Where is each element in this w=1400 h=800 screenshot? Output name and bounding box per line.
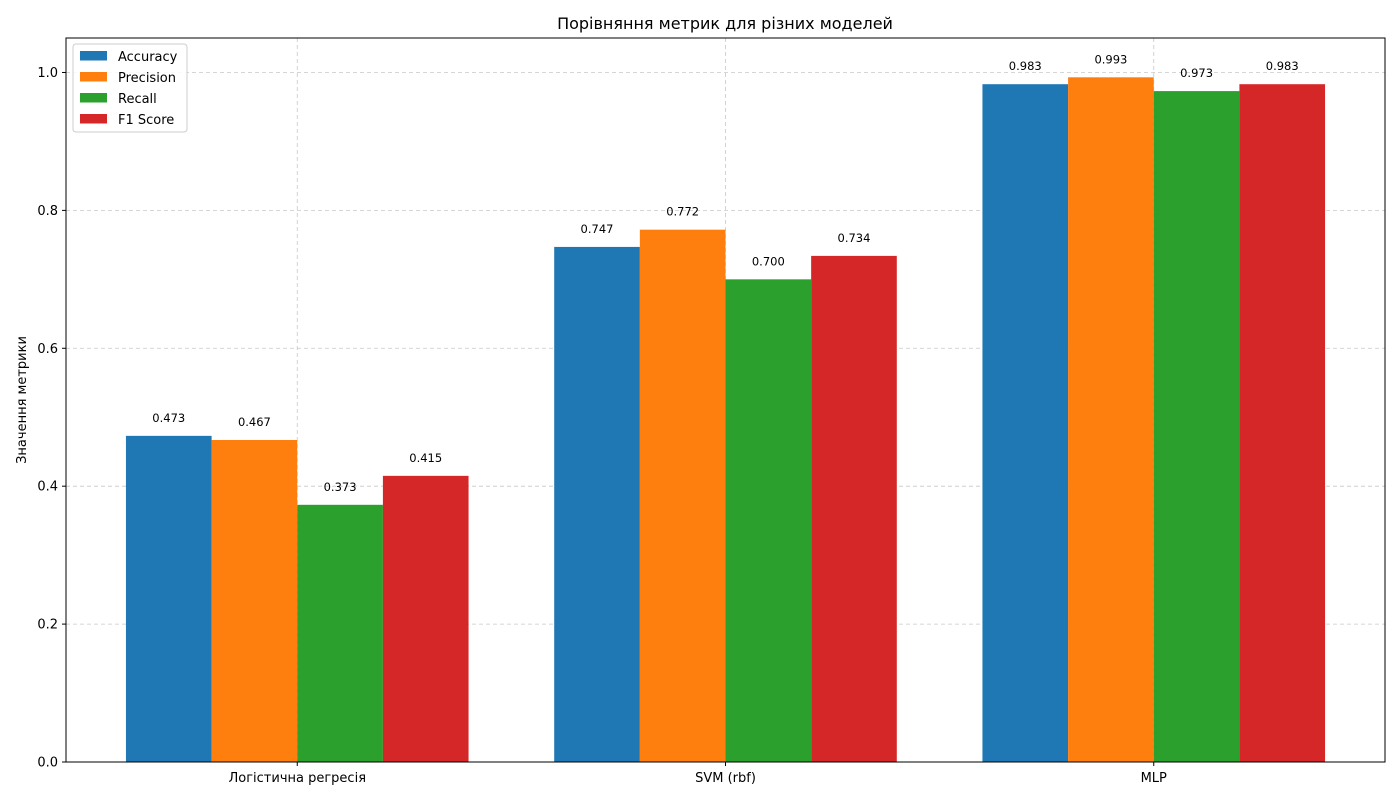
bar-value-label: 0.993 — [1094, 52, 1127, 66]
legend-swatch — [80, 114, 107, 124]
x-axis-ticks: Логістична регресія SVM (rbf) MLP — [228, 762, 1167, 786]
bar — [725, 279, 812, 762]
x-tick-label: MLP — [1141, 771, 1167, 786]
bar-value-label: 0.734 — [838, 231, 871, 245]
y-tick-label: 0.0 — [37, 756, 58, 771]
bar-value-label: 0.467 — [238, 415, 271, 429]
bar — [639, 229, 726, 762]
bar — [1239, 84, 1326, 762]
bar — [1153, 91, 1240, 763]
legend-swatch — [80, 93, 107, 103]
bar-value-label: 0.747 — [581, 222, 614, 236]
legend-entry-label: Precision — [118, 71, 176, 86]
bar-value-label: 0.373 — [324, 480, 357, 494]
bar-value-label: 0.415 — [409, 451, 442, 465]
legend-swatch — [80, 51, 107, 61]
bars — [125, 77, 1326, 763]
bar-value-label: 0.973 — [1180, 66, 1213, 80]
legend-entry-label: Accuracy — [118, 50, 178, 65]
x-tick-label: SVM (rbf) — [695, 771, 756, 786]
bar — [811, 255, 897, 762]
bar-value-label: 0.983 — [1266, 59, 1299, 73]
y-tick-label: 1.0 — [37, 66, 58, 81]
legend-entry-label: F1 Score — [118, 113, 174, 128]
chart-title: Порівняння метрик для різних моделей — [557, 14, 893, 33]
bar — [1068, 77, 1154, 762]
y-axis-ticks: 0.0 0.2 0.4 0.6 0.8 1.0 — [37, 66, 66, 771]
bar — [982, 84, 1069, 762]
y-tick-label: 0.4 — [37, 480, 58, 495]
legend-swatch — [80, 72, 107, 82]
x-tick-label: Логістична регресія — [228, 771, 366, 786]
bar — [382, 475, 469, 762]
bar-value-labels: 0.473 0.467 0.373 0.415 0.747 0.772 0.700 0.734… — [152, 52, 1298, 494]
bar — [125, 435, 212, 762]
legend-entry-label: Recall — [118, 92, 157, 107]
bar-value-label: 0.772 — [666, 205, 699, 219]
bar-value-label: 0.983 — [1009, 59, 1042, 73]
bar — [211, 439, 298, 762]
y-axis-label: Значення метрики — [15, 336, 30, 464]
legend-box — [72, 43, 188, 133]
y-tick-label: 0.6 — [37, 342, 58, 357]
y-tick-label: 0.8 — [37, 204, 58, 219]
y-tick-label: 0.2 — [37, 618, 58, 633]
bar — [554, 246, 640, 762]
bar-value-label: 0.700 — [752, 254, 785, 268]
legend: Accuracy Precision Recall F1 Score — [72, 43, 188, 133]
bar-value-label: 0.473 — [152, 411, 185, 425]
bar — [297, 504, 383, 762]
